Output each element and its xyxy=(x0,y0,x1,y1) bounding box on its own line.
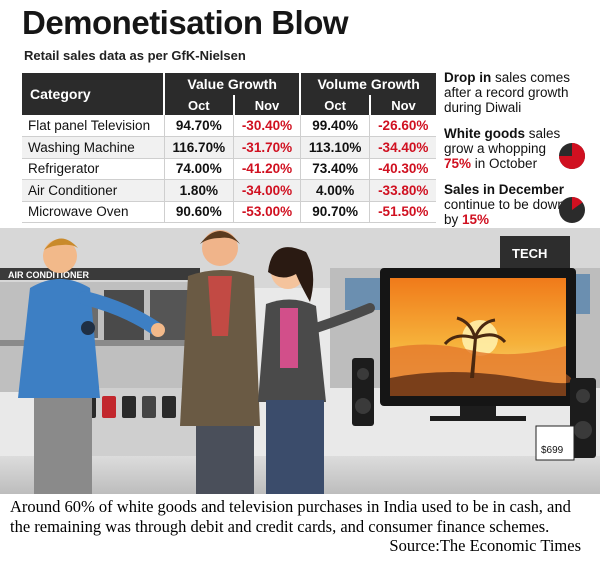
cell-volume-oct: 90.70% xyxy=(299,201,370,223)
phone xyxy=(102,396,116,418)
salesman-pants xyxy=(34,398,92,494)
speaker-cone xyxy=(574,421,592,439)
cell-value-nov: -30.40% xyxy=(233,115,301,137)
note-drop-in-sales: Drop in sales comes after a record growt… xyxy=(444,70,594,115)
col-header-volume-oct: Oct xyxy=(299,95,370,115)
table-row: Microwave Oven 90.60% -53.00% 90.70% -51… xyxy=(22,201,436,223)
palm-trunk xyxy=(470,338,477,378)
table-row: Flat panel Television 94.70% -30.40% 99.… xyxy=(22,115,436,137)
cell-value-oct: 116.70% xyxy=(163,136,234,159)
tech-sign-text: TECH xyxy=(512,246,547,261)
salesman-badge xyxy=(81,321,95,335)
store-illustration: AIR CONDITIONER TECH $699 xyxy=(0,228,600,494)
cell-volume-nov: -26.60% xyxy=(369,115,436,137)
customer-woman-jeans xyxy=(266,400,324,494)
customer-man-head xyxy=(202,230,238,266)
pie-75-percent xyxy=(559,143,585,169)
row-category: Flat panel Television xyxy=(22,115,164,137)
caption: Around 60% of white goods and television… xyxy=(10,497,595,556)
cell-volume-nov: -51.50% xyxy=(369,201,436,223)
caption-source: Source:The Economic Times xyxy=(389,536,581,555)
cell-value-nov: -53.00% xyxy=(233,201,301,223)
phone xyxy=(162,396,176,418)
table-row: Refrigerator 74.00% -41.20% 73.40% -40.3… xyxy=(22,158,436,180)
cell-volume-nov: -34.40% xyxy=(369,136,436,159)
row-category: Refrigerator xyxy=(22,158,164,180)
pie-15-percent xyxy=(559,197,585,223)
cell-volume-oct: 113.10% xyxy=(299,136,370,159)
salesman-hair xyxy=(44,238,78,250)
col-header-value-oct: Oct xyxy=(163,95,234,115)
tv-base xyxy=(430,416,526,421)
note-text: continue to be down by xyxy=(444,197,565,227)
salesman-head xyxy=(43,239,77,273)
speaker-cone xyxy=(357,368,369,380)
price-tag xyxy=(535,425,575,461)
customer-man-pants xyxy=(196,426,254,494)
note-value: 15% xyxy=(462,212,490,227)
page-title: Demonetisation Blow xyxy=(22,4,349,41)
cell-value-nov: -41.20% xyxy=(233,158,301,180)
customer-woman-arm xyxy=(311,303,375,333)
shelf-header xyxy=(0,268,200,280)
caption-text: Around 60% of white goods and television… xyxy=(10,497,571,536)
store-sign-text: AIR CONDITIONER xyxy=(8,270,90,280)
cell-volume-nov: -40.30% xyxy=(369,158,436,180)
salesman-shirt xyxy=(18,279,100,398)
note-value: 75% xyxy=(444,156,472,171)
speaker-cone xyxy=(576,389,590,403)
beach xyxy=(390,372,573,396)
col-header-value-nov: Nov xyxy=(232,95,301,115)
salesman-arm xyxy=(78,291,162,335)
cell-value-nov: -31.70% xyxy=(233,136,301,159)
price-tag-text: $699 xyxy=(541,445,564,456)
cell-value-oct: 1.80% xyxy=(163,179,234,202)
page-subtitle: Retail sales data as per GfK-Nielsen xyxy=(24,48,246,63)
col-header-category: Category xyxy=(22,73,164,115)
note-bold: White goods xyxy=(444,126,525,141)
sales-table: Category Value Growth Volume Growth Oct … xyxy=(22,73,436,223)
speaker-cone xyxy=(355,398,371,414)
customer-man-hair xyxy=(200,231,240,244)
customer-woman-top xyxy=(280,308,298,368)
shelf-board xyxy=(0,340,200,346)
customer-man-jacket xyxy=(180,270,260,426)
col-group-volume-growth: Volume Growth xyxy=(299,73,436,95)
phone xyxy=(122,396,136,418)
note-white-goods: White goods sales grow a whopping 75% in… xyxy=(444,126,569,171)
note-bold: Sales in December xyxy=(444,182,565,197)
cell-value-oct: 90.60% xyxy=(163,201,234,223)
salesman-hand xyxy=(151,323,165,337)
palm-leaves xyxy=(443,316,507,346)
customer-woman-hair xyxy=(268,247,314,302)
row-category: Washing Machine xyxy=(22,136,164,159)
note-text: sales comes after a record growth during… xyxy=(444,70,571,115)
pie-slice xyxy=(559,143,585,169)
pie-slice xyxy=(572,197,583,210)
cell-volume-nov: -33.80% xyxy=(369,179,436,202)
cell-volume-oct: 4.00% xyxy=(299,179,370,202)
table-row: Washing Machine 116.70% -31.70% 113.10% … xyxy=(22,136,436,159)
col-group-value-growth: Value Growth xyxy=(162,73,301,95)
row-category: Air Conditioner xyxy=(22,179,164,202)
cell-value-oct: 74.00% xyxy=(163,158,234,180)
note-december-sales: Sales in December continue to be down by… xyxy=(444,182,569,227)
table-row: Air Conditioner 1.80% -34.00% 4.00% -33.… xyxy=(22,179,436,202)
tv-stand xyxy=(460,406,496,416)
cell-volume-oct: 73.40% xyxy=(299,158,370,180)
phone xyxy=(142,396,156,418)
tech-sign xyxy=(500,236,570,270)
customer-man-shirt xyxy=(208,276,232,336)
cell-value-oct: 94.70% xyxy=(163,115,234,137)
row-category: Microwave Oven xyxy=(22,201,164,223)
note-bold: Drop in xyxy=(444,70,492,85)
cell-value-nov: -34.00% xyxy=(233,179,301,202)
note-tail: in October xyxy=(471,156,538,171)
cell-volume-oct: 99.40% xyxy=(299,115,370,137)
note-text: sales grow a whopping xyxy=(444,126,561,156)
col-header-volume-nov: Nov xyxy=(368,95,436,115)
